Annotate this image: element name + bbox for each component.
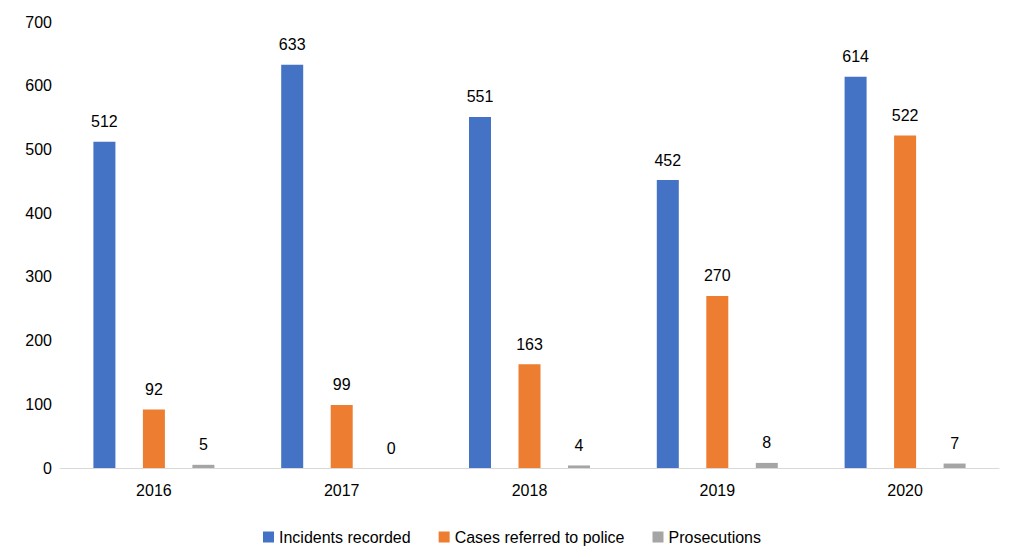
svg-text:522: 522 bbox=[892, 107, 919, 124]
svg-text:0: 0 bbox=[387, 440, 396, 457]
svg-text:600: 600 bbox=[25, 77, 52, 94]
svg-text:2020: 2020 bbox=[887, 482, 923, 499]
svg-text:614: 614 bbox=[842, 48, 869, 65]
svg-text:2016: 2016 bbox=[136, 482, 172, 499]
svg-text:Incidents recorded: Incidents recorded bbox=[279, 529, 411, 546]
svg-text:Cases referred to police: Cases referred to police bbox=[455, 529, 625, 546]
svg-text:163: 163 bbox=[516, 336, 543, 353]
svg-text:0: 0 bbox=[43, 460, 52, 477]
svg-text:200: 200 bbox=[25, 332, 52, 349]
svg-text:2019: 2019 bbox=[700, 482, 736, 499]
svg-text:92: 92 bbox=[145, 381, 163, 398]
svg-text:270: 270 bbox=[704, 267, 731, 284]
svg-text:700: 700 bbox=[25, 14, 52, 31]
svg-text:400: 400 bbox=[25, 205, 52, 222]
svg-text:4: 4 bbox=[575, 437, 584, 454]
svg-text:2017: 2017 bbox=[324, 482, 360, 499]
svg-text:452: 452 bbox=[654, 152, 681, 169]
svg-text:633: 633 bbox=[279, 36, 306, 53]
svg-text:2018: 2018 bbox=[512, 482, 548, 499]
svg-text:99: 99 bbox=[333, 376, 351, 393]
svg-text:100: 100 bbox=[25, 396, 52, 413]
svg-text:551: 551 bbox=[467, 88, 494, 105]
svg-text:300: 300 bbox=[25, 268, 52, 285]
svg-text:500: 500 bbox=[25, 141, 52, 158]
svg-text:5: 5 bbox=[199, 436, 208, 453]
svg-text:7: 7 bbox=[950, 435, 959, 452]
svg-text:Prosecutions: Prosecutions bbox=[669, 529, 762, 546]
svg-text:8: 8 bbox=[762, 434, 771, 451]
svg-text:512: 512 bbox=[91, 113, 118, 130]
